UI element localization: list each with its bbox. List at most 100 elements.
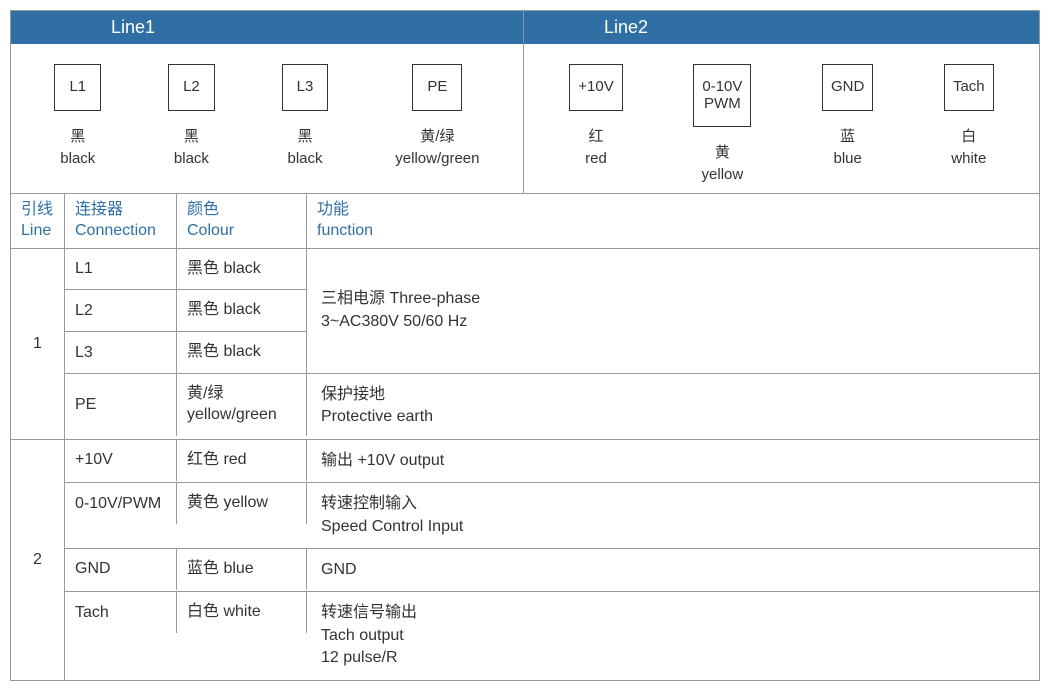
function-cell: 转速控制输入 Speed Control Input bbox=[307, 483, 1039, 548]
header-function-col: 功能 function bbox=[307, 194, 1039, 248]
terminal-box: L2 bbox=[168, 64, 215, 111]
terminal-label-cn: 红 bbox=[589, 125, 604, 146]
sub-rows: +10V红色 red bbox=[65, 440, 307, 482]
terminal-box: GND bbox=[822, 64, 873, 111]
connection-cell: L3 bbox=[65, 332, 177, 373]
terminal-box: Tach bbox=[944, 64, 994, 111]
connection-cell: 0-10V/PWM bbox=[65, 483, 177, 524]
terminal-label-cn: 黑 bbox=[184, 125, 199, 146]
table-line-group: 1L1黑色 blackL2黑色 blackL3黑色 black三相电源 Thre… bbox=[11, 249, 1039, 440]
connection-cell: +10V bbox=[65, 440, 177, 481]
colour-cell: 黑色 black bbox=[177, 249, 307, 290]
lower-table-body: 1L1黑色 blackL2黑色 blackL3黑色 black三相电源 Thre… bbox=[11, 249, 1039, 680]
sub-rows: PE黄/绿 yellow/green bbox=[65, 374, 307, 439]
colour-cell: 黄色 yellow bbox=[177, 483, 307, 524]
table-row: +10V红色 red输出 +10V output bbox=[65, 440, 1039, 483]
sub-row: GND蓝色 blue bbox=[65, 549, 307, 590]
header-colour-col: 颜色 Colour bbox=[177, 194, 307, 248]
terminal: PE 黄/绿 yellow/green bbox=[395, 64, 479, 183]
lower-table-header-row: 引线 Line 连接器 Connection 颜色 Colour 功能 func… bbox=[11, 194, 1039, 249]
terminal: L1 黑 black bbox=[54, 64, 101, 183]
sub-rows: 0-10V/PWM黄色 yellow bbox=[65, 483, 307, 548]
sub-row: +10V红色 red bbox=[65, 440, 307, 481]
table-row: 0-10V/PWM黄色 yellow转速控制输入 Speed Control I… bbox=[65, 483, 1039, 549]
colour-cell: 黑色 black bbox=[177, 290, 307, 331]
connection-cell: GND bbox=[65, 549, 177, 590]
terminals-row: L1 黑 black L2 黑 black L3 黑 black PE 黄/绿 … bbox=[11, 44, 1039, 194]
connection-cell: Tach bbox=[65, 592, 177, 633]
function-cell: 转速信号输出 Tach output 12 pulse/R bbox=[307, 592, 1039, 679]
header-line-col: 引线 Line bbox=[11, 194, 65, 248]
header-connection-col: 连接器 Connection bbox=[65, 194, 177, 248]
header-line1: Line1 bbox=[11, 11, 524, 44]
terminal-box: L3 bbox=[282, 64, 329, 111]
terminal-label-en: yellow bbox=[702, 166, 744, 183]
terminal-label-cn: 白 bbox=[961, 125, 976, 146]
terminal-label-cn: 蓝 bbox=[840, 125, 855, 146]
terminal-label-cn: 黑 bbox=[70, 125, 85, 146]
header-line-cn: 引线 bbox=[21, 201, 53, 218]
sub-row: L2黑色 black bbox=[65, 290, 307, 332]
terminal-label-cn: 黄/绿 bbox=[420, 125, 454, 146]
sub-row: L1黑色 black bbox=[65, 249, 307, 291]
header-color-cn: 颜色 bbox=[187, 201, 219, 218]
table-line-group: 2+10V红色 red输出 +10V output0-10V/PWM黄色 yel… bbox=[11, 440, 1039, 680]
terminal: 0-10V PWM 黄 yellow bbox=[693, 64, 751, 183]
colour-cell: 黑色 black bbox=[177, 332, 307, 373]
sub-row: Tach白色 white bbox=[65, 592, 307, 633]
top-header-row: Line1 Line2 bbox=[11, 11, 1039, 44]
terminal-label-en: blue bbox=[833, 150, 861, 167]
function-cell: 三相电源 Three-phase 3~AC380V 50/60 Hz bbox=[307, 249, 1039, 373]
sub-rows: Tach白色 white bbox=[65, 592, 307, 679]
terminal-label-en: red bbox=[585, 150, 607, 167]
sub-rows: L1黑色 blackL2黑色 blackL3黑色 black bbox=[65, 249, 307, 373]
sub-row: 0-10V/PWM黄色 yellow bbox=[65, 483, 307, 524]
table-row: L1黑色 blackL2黑色 blackL3黑色 black三相电源 Three… bbox=[65, 249, 1039, 374]
connection-cell: PE bbox=[65, 374, 177, 436]
function-cell: 输出 +10V output bbox=[307, 440, 1039, 482]
header-func-en: function bbox=[317, 222, 373, 239]
sub-row: PE黄/绿 yellow/green bbox=[65, 374, 307, 436]
line-rows-wrap: +10V红色 red输出 +10V output0-10V/PWM黄色 yell… bbox=[65, 440, 1039, 680]
terminal: L3 黑 black bbox=[282, 64, 329, 183]
terminal-label-cn: 黄 bbox=[715, 141, 730, 162]
line-number-cell: 2 bbox=[11, 440, 65, 680]
header-line-en: Line bbox=[21, 222, 51, 239]
sub-row: L3黑色 black bbox=[65, 332, 307, 373]
function-cell: 保护接地 Protective earth bbox=[307, 374, 1039, 439]
wiring-spec-table: Line1 Line2 L1 黑 black L2 黑 black L3 黑 b… bbox=[10, 10, 1040, 681]
sub-rows: GND蓝色 blue bbox=[65, 549, 307, 591]
terminal-box: PE bbox=[412, 64, 462, 111]
line-number-cell: 1 bbox=[11, 249, 65, 439]
terminal-box: 0-10V PWM bbox=[693, 64, 751, 127]
table-row: GND蓝色 blueGND bbox=[65, 549, 1039, 592]
terminal-box: L1 bbox=[54, 64, 101, 111]
function-cell: GND bbox=[307, 549, 1039, 591]
terminals-line1-group: L1 黑 black L2 黑 black L3 黑 black PE 黄/绿 … bbox=[11, 44, 524, 193]
colour-cell: 红色 red bbox=[177, 440, 307, 481]
table-row: PE黄/绿 yellow/green保护接地 Protective earth bbox=[65, 374, 1039, 439]
connection-cell: L1 bbox=[65, 249, 177, 290]
terminal-label-cn: 黑 bbox=[298, 125, 313, 146]
terminal: +10V 红 red bbox=[569, 64, 622, 183]
terminal-box: +10V bbox=[569, 64, 622, 111]
terminal: L2 黑 black bbox=[168, 64, 215, 183]
line-rows-wrap: L1黑色 blackL2黑色 blackL3黑色 black三相电源 Three… bbox=[65, 249, 1039, 439]
terminal-label-en: white bbox=[951, 150, 986, 167]
colour-cell: 黄/绿 yellow/green bbox=[177, 374, 307, 436]
terminal-label-en: black bbox=[174, 150, 209, 167]
terminals-line2-group: +10V 红 red 0-10V PWM 黄 yellow GND 蓝 blue… bbox=[524, 44, 1039, 193]
colour-cell: 白色 white bbox=[177, 592, 307, 633]
terminal: GND 蓝 blue bbox=[822, 64, 873, 183]
header-conn-cn: 连接器 bbox=[75, 201, 123, 218]
connection-cell: L2 bbox=[65, 290, 177, 331]
header-line2: Line2 bbox=[524, 11, 1039, 44]
header-func-cn: 功能 bbox=[317, 201, 349, 218]
terminal: Tach 白 white bbox=[944, 64, 994, 183]
header-color-en: Colour bbox=[187, 222, 234, 239]
header-conn-en: Connection bbox=[75, 222, 156, 239]
terminal-label-en: black bbox=[288, 150, 323, 167]
terminal-label-en: yellow/green bbox=[395, 150, 479, 167]
colour-cell: 蓝色 blue bbox=[177, 549, 307, 590]
terminal-label-en: black bbox=[60, 150, 95, 167]
